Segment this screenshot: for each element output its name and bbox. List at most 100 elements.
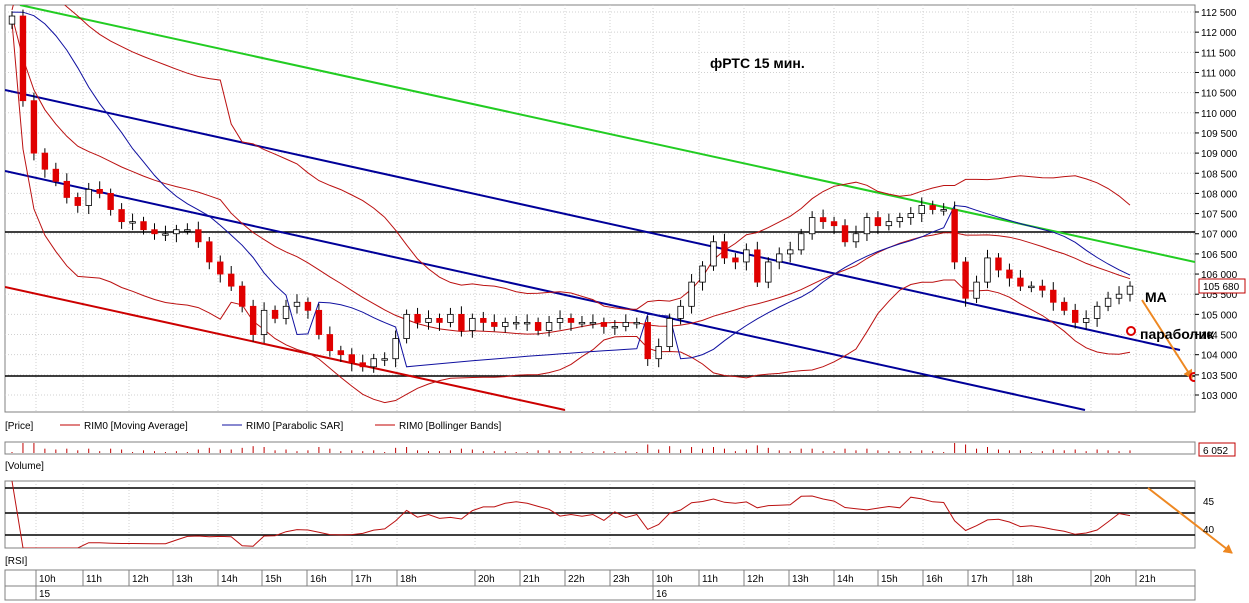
candle-up — [622, 322, 630, 327]
time-tick-label: 22h — [568, 574, 585, 585]
time-axis: 10h 11h 12h 13h 14h 15h 16h 17h 18h 20h 21h 22h 23h 1… — [4, 569, 1196, 601]
price-tick-label: 111 500 — [1201, 48, 1236, 59]
time-tick-label: 21h — [1139, 574, 1156, 585]
candle-down — [315, 309, 323, 335]
candle-down — [238, 285, 246, 307]
candle-down — [359, 362, 366, 368]
forecast-arrow-rsi — [1147, 487, 1233, 554]
candle-down — [732, 257, 739, 263]
candle-down — [1071, 309, 1079, 323]
candle-up — [743, 249, 750, 263]
candle-down — [107, 193, 114, 210]
chart-title: фРТС 15 мин. — [710, 55, 805, 71]
rsi-grid — [35, 481, 1137, 548]
price-tick-label: 106 500 — [1201, 250, 1238, 261]
candle-up — [710, 241, 717, 267]
candle-up — [699, 265, 706, 283]
candle-up — [589, 322, 597, 325]
price-tick-label: 108 000 — [1201, 189, 1238, 200]
legend-sar-label: RIM0 [Parabolic SAR] — [246, 421, 343, 432]
time-tick-label: 15h — [881, 574, 898, 585]
sar-marker-circle — [1126, 326, 1136, 336]
candle-down — [754, 249, 761, 283]
day-tick-label: 16 — [656, 589, 668, 600]
candle-down — [436, 317, 443, 323]
candle-up — [293, 301, 301, 307]
candle-down — [140, 221, 147, 231]
price-tick-label: 111 000 — [1201, 68, 1236, 79]
candle-up — [578, 322, 586, 325]
candle-down — [217, 261, 224, 275]
green-trend-line — [19, 5, 1195, 263]
candle-down — [1050, 289, 1057, 303]
candle-up — [282, 305, 290, 319]
candle-up — [162, 233, 169, 236]
time-tick-label: 14h — [221, 574, 238, 585]
time-tick-label: 12h — [747, 574, 764, 585]
time-tick-label: 11h — [86, 574, 102, 585]
price-tick-label: 103 500 — [1201, 371, 1238, 382]
candle-down — [118, 209, 125, 223]
candle-down — [271, 309, 279, 319]
candle-down — [249, 305, 257, 335]
price-tick-label: 110 500 — [1201, 89, 1237, 100]
candle-up — [392, 338, 399, 360]
candle-down — [96, 188, 103, 194]
candle-up — [85, 188, 92, 206]
price-y-axis: 112 500 112 000 111 500 111 000 110 500 110 0… — [1195, 8, 1238, 402]
price-pane-label: [Price] — [5, 421, 34, 432]
candle-down — [1006, 269, 1013, 279]
level-marker-circle — [1189, 372, 1195, 382]
candle-up — [688, 281, 695, 307]
candlesticks — [8, 9, 1134, 373]
candle-up — [545, 322, 553, 331]
time-tick-label: 23h — [613, 574, 630, 585]
candle-up — [1093, 305, 1101, 319]
candle-down — [1017, 277, 1024, 287]
blue-channel-lower-line — [5, 170, 1086, 411]
time-tick-label: 13h — [792, 574, 809, 585]
candle-down — [337, 350, 345, 356]
volume-badge — [1198, 442, 1236, 457]
candle-down — [830, 221, 838, 227]
candle-up — [381, 358, 388, 361]
price-tick-label: 105 500 — [1201, 290, 1238, 301]
time-tick-label: 14h — [837, 574, 854, 585]
candle-up — [370, 358, 377, 368]
candle-up — [765, 261, 772, 283]
candle-up — [523, 322, 531, 325]
forecast-arrow-price — [1141, 299, 1193, 379]
candle-down — [326, 334, 334, 352]
candle-up — [556, 317, 564, 323]
candle-down — [206, 241, 213, 263]
price-tick-label: 112 500 — [1201, 8, 1237, 19]
candle-down — [721, 241, 728, 259]
time-tick-label: 20h — [1094, 574, 1111, 585]
candle-up — [1126, 285, 1134, 295]
price-pane: 112 500 112 000 111 500 111 000 110 500 110 0… — [4, 4, 1246, 413]
candle-up — [173, 229, 180, 235]
candle-up — [260, 309, 268, 335]
candle-down — [962, 261, 969, 299]
time-axis-frame — [4, 569, 1196, 601]
price-tick-label: 106 000 — [1201, 270, 1238, 281]
candle-up — [776, 253, 783, 263]
volume-pane-label: [Volume] — [5, 461, 44, 472]
candle-up — [403, 313, 410, 339]
candle-down — [995, 257, 1002, 271]
candle-down — [63, 180, 71, 198]
candle-down — [348, 354, 355, 364]
price-tick-label: 104 000 — [1201, 351, 1238, 362]
candle-down — [195, 229, 202, 243]
candle-down — [929, 205, 936, 210]
candle-down — [480, 317, 487, 323]
candle-up — [512, 322, 520, 325]
candle-down — [644, 322, 651, 360]
ma-annotation: MA — [1145, 289, 1167, 305]
candle-down — [19, 15, 27, 102]
candle-down — [151, 229, 158, 235]
price-tick-label: 107 500 — [1201, 210, 1238, 221]
time-tick-label: 17h — [355, 574, 372, 585]
candle-up — [1082, 317, 1090, 323]
candle-down — [1039, 285, 1046, 291]
